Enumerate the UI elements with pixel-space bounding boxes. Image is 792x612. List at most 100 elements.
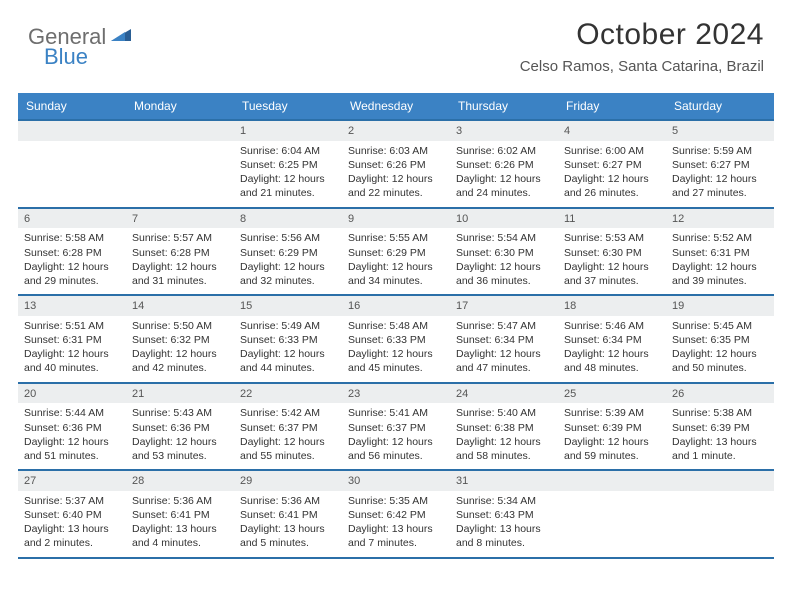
sunset-text: Sunset: 6:25 PM: [240, 158, 336, 172]
daylight-text: Daylight: 12 hours and 51 minutes.: [24, 435, 120, 463]
sunrise-text: Sunrise: 6:04 AM: [240, 144, 336, 158]
week-row: 1 Sunrise: 6:04 AMSunset: 6:25 PM Daylight…: [18, 119, 774, 207]
location: Celso Ramos, Santa Catarina, Brazil: [520, 58, 764, 75]
sunset-text: Sunset: 6:31 PM: [672, 246, 768, 260]
day-body: Sunrise: 5:36 AMSunset: 6:41 PMDaylight:…: [234, 491, 342, 557]
day-body: Sunrise: 6:03 AMSunset: 6:26 PMDaylight:…: [342, 141, 450, 207]
daylight-text: Daylight: 12 hours and 48 minutes.: [564, 347, 660, 375]
sunrise-text: Sunrise: 5:54 AM: [456, 231, 552, 245]
sunrise-text: Sunrise: 5:40 AM: [456, 406, 552, 420]
daylight-text: Daylight: 12 hours and 27 minutes.: [672, 172, 768, 200]
sunrise-text: Sunrise: 5:34 AM: [456, 494, 552, 508]
daylight-text: Daylight: 12 hours and 53 minutes.: [132, 435, 228, 463]
sunset-text: Sunset: 6:39 PM: [672, 421, 768, 435]
day-number: 9: [342, 209, 450, 229]
sunrise-text: Sunrise: 6:00 AM: [564, 144, 660, 158]
sunset-text: Sunset: 6:38 PM: [456, 421, 552, 435]
day-number: 22: [234, 384, 342, 404]
calendar: SundayMondayTuesdayWednesdayThursdayFrid…: [18, 93, 774, 559]
day-cell: [558, 471, 666, 557]
day-body: Sunrise: 5:52 AMSunset: 6:31 PMDaylight:…: [666, 228, 774, 294]
day-body: Sunrise: 5:59 AMSunset: 6:27 PMDaylight:…: [666, 141, 774, 207]
day-body: Sunrise: 5:57 AMSunset: 6:28 PMDaylight:…: [126, 228, 234, 294]
day-body: Sunrise: 5:58 AMSunset: 6:28 PMDaylight:…: [18, 228, 126, 294]
day-number: 27: [18, 471, 126, 491]
day-number: 2: [342, 121, 450, 141]
day-number: 28: [126, 471, 234, 491]
sunset-text: Sunset: 6:41 PM: [240, 508, 336, 522]
day-number: 31: [450, 471, 558, 491]
day-number: 7: [126, 209, 234, 229]
sunrise-text: Sunrise: 5:36 AM: [132, 494, 228, 508]
sunset-text: Sunset: 6:33 PM: [348, 333, 444, 347]
day-cell: 30Sunrise: 5:35 AMSunset: 6:42 PMDayligh…: [342, 471, 450, 557]
day-cell: 11Sunrise: 5:53 AMSunset: 6:30 PMDayligh…: [558, 209, 666, 295]
day-number: 17: [450, 296, 558, 316]
weekday-friday: Friday: [558, 93, 666, 119]
day-body: Sunrise: 5:37 AMSunset: 6:40 PMDaylight:…: [18, 491, 126, 557]
day-body: Sunrise: 5:51 AMSunset: 6:31 PMDaylight:…: [18, 316, 126, 382]
day-cell: 5Sunrise: 5:59 AMSunset: 6:27 PMDaylight…: [666, 121, 774, 207]
day-body: Sunrise: 5:45 AMSunset: 6:35 PMDaylight:…: [666, 316, 774, 382]
day-cell: 18Sunrise: 5:46 AMSunset: 6:34 PMDayligh…: [558, 296, 666, 382]
day-body: Sunrise: 5:36 AMSunset: 6:41 PMDaylight:…: [126, 491, 234, 557]
day-cell: 7Sunrise: 5:57 AMSunset: 6:28 PMDaylight…: [126, 209, 234, 295]
weekday-saturday: Saturday: [666, 93, 774, 119]
sunset-text: Sunset: 6:31 PM: [24, 333, 120, 347]
day-cell: 24Sunrise: 5:40 AMSunset: 6:38 PMDayligh…: [450, 384, 558, 470]
day-cell: 25Sunrise: 5:39 AMSunset: 6:39 PMDayligh…: [558, 384, 666, 470]
day-body: Sunrise: 5:56 AMSunset: 6:29 PMDaylight:…: [234, 228, 342, 294]
day-cell: 1Sunrise: 6:04 AMSunset: 6:25 PMDaylight…: [234, 121, 342, 207]
day-number: 25: [558, 384, 666, 404]
sunrise-text: Sunrise: 5:55 AM: [348, 231, 444, 245]
day-number: 10: [450, 209, 558, 229]
week-row: 13Sunrise: 5:51 AMSunset: 6:31 PMDayligh…: [18, 294, 774, 382]
day-cell: [18, 121, 126, 207]
week-row: 20Sunrise: 5:44 AMSunset: 6:36 PMDayligh…: [18, 382, 774, 470]
daylight-text: Daylight: 12 hours and 26 minutes.: [564, 172, 660, 200]
day-body: Sunrise: 6:02 AMSunset: 6:26 PMDaylight:…: [450, 141, 558, 207]
day-body: Sunrise: 5:39 AMSunset: 6:39 PMDaylight:…: [558, 403, 666, 469]
day-number: 30: [342, 471, 450, 491]
sunrise-text: Sunrise: 5:51 AM: [24, 319, 120, 333]
week-row: 27Sunrise: 5:37 AMSunset: 6:40 PMDayligh…: [18, 469, 774, 557]
day-number: [126, 121, 234, 141]
day-cell: 13Sunrise: 5:51 AMSunset: 6:31 PMDayligh…: [18, 296, 126, 382]
day-number: 1: [234, 121, 342, 141]
day-body: Sunrise: 5:41 AMSunset: 6:37 PMDaylight:…: [342, 403, 450, 469]
weeks-container: 1 Sunrise: 6:04 AMSunset: 6:25 PM Daylight…: [18, 119, 774, 557]
sunrise-text: Sunrise: 5:53 AM: [564, 231, 660, 245]
day-number: 13: [18, 296, 126, 316]
day-cell: [666, 471, 774, 557]
sunrise-text: Sunrise: 6:03 AM: [348, 144, 444, 158]
sunrise-text: Sunrise: 5:36 AM: [240, 494, 336, 508]
sunset-text: Sunset: 6:34 PM: [564, 333, 660, 347]
daylight-text: Daylight: 12 hours and 58 minutes.: [456, 435, 552, 463]
day-cell: 8Sunrise: 5:56 AMSunset: 6:29 PMDaylight…: [234, 209, 342, 295]
weekday-row: SundayMondayTuesdayWednesdayThursdayFrid…: [18, 93, 774, 119]
daylight-text: Daylight: 12 hours and 50 minutes.: [672, 347, 768, 375]
day-number: [18, 121, 126, 141]
day-number: 20: [18, 384, 126, 404]
day-number: 23: [342, 384, 450, 404]
day-cell: 28Sunrise: 5:36 AMSunset: 6:41 PMDayligh…: [126, 471, 234, 557]
day-cell: 10Sunrise: 5:54 AMSunset: 6:30 PMDayligh…: [450, 209, 558, 295]
daylight-text: Daylight: 13 hours and 4 minutes.: [132, 522, 228, 550]
sunrise-text: Sunrise: 5:39 AM: [564, 406, 660, 420]
day-body: Sunrise: 5:34 AMSunset: 6:43 PMDaylight:…: [450, 491, 558, 557]
day-cell: 4Sunrise: 6:00 AMSunset: 6:27 PMDaylight…: [558, 121, 666, 207]
daylight-text: Daylight: 13 hours and 8 minutes.: [456, 522, 552, 550]
daylight-text: Daylight: 13 hours and 5 minutes.: [240, 522, 336, 550]
daylight-text: Daylight: 12 hours and 37 minutes.: [564, 260, 660, 288]
day-body: Sunrise: 5:38 AMSunset: 6:39 PMDaylight:…: [666, 403, 774, 469]
day-cell: 23Sunrise: 5:41 AMSunset: 6:37 PMDayligh…: [342, 384, 450, 470]
sunrise-text: Sunrise: 5:59 AM: [672, 144, 768, 158]
daylight-text: Daylight: 12 hours and 34 minutes.: [348, 260, 444, 288]
sunrise-text: Sunrise: 5:46 AM: [564, 319, 660, 333]
day-cell: 26Sunrise: 5:38 AMSunset: 6:39 PMDayligh…: [666, 384, 774, 470]
day-body: Sunrise: 5:46 AMSunset: 6:34 PMDaylight:…: [558, 316, 666, 382]
daylight-text: Daylight: 12 hours and 31 minutes.: [132, 260, 228, 288]
sunset-text: Sunset: 6:42 PM: [348, 508, 444, 522]
sunrise-text: Sunrise: 5:37 AM: [24, 494, 120, 508]
day-body: Sunrise: 5:35 AMSunset: 6:42 PMDaylight:…: [342, 491, 450, 557]
